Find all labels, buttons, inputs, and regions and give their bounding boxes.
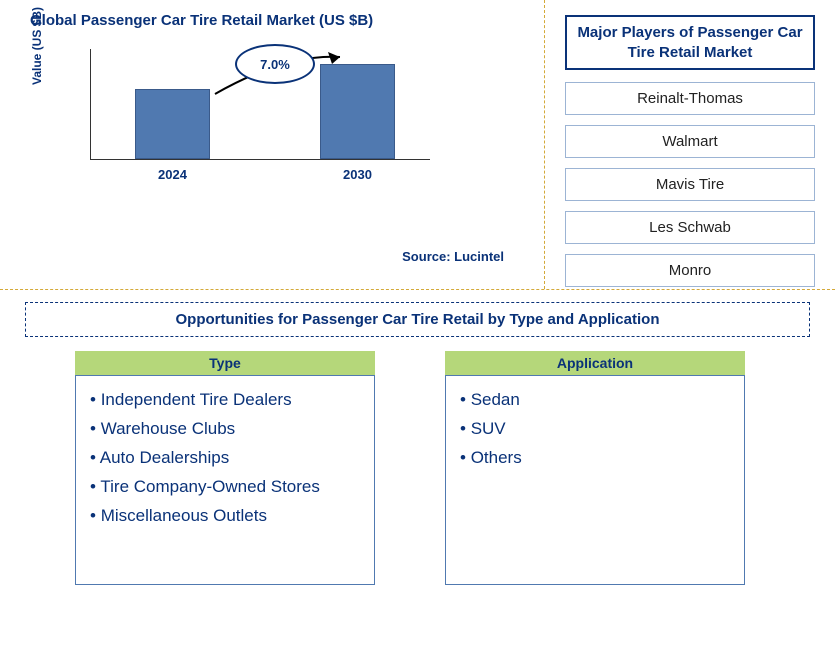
list-item: Miscellaneous Outlets bbox=[90, 502, 360, 531]
opportunities-header: Opportunities for Passenger Car Tire Ret… bbox=[25, 302, 810, 337]
application-column-body: Sedan SUV Others bbox=[445, 375, 745, 585]
x-axis bbox=[90, 159, 430, 160]
bar-chart: 2024 2030 7.0% bbox=[90, 49, 450, 189]
list-item: SUV bbox=[460, 415, 730, 444]
top-row: Global Passenger Car Tire Retail Market … bbox=[0, 0, 835, 290]
bar-2030 bbox=[320, 64, 395, 159]
opportunities-section: Opportunities for Passenger Car Tire Ret… bbox=[0, 290, 835, 597]
chart-title: Global Passenger Car Tire Retail Market … bbox=[30, 12, 524, 29]
list-item: Sedan bbox=[460, 386, 730, 415]
y-axis bbox=[90, 49, 91, 159]
x-label-2024: 2024 bbox=[135, 167, 210, 182]
opportunity-columns: Type Independent Tire Dealers Warehouse … bbox=[25, 351, 810, 585]
cagr-ellipse: 7.0% bbox=[235, 44, 315, 84]
list-item: Warehouse Clubs bbox=[90, 415, 360, 444]
type-column: Type Independent Tire Dealers Warehouse … bbox=[75, 351, 375, 585]
list-item: Auto Dealerships bbox=[90, 444, 360, 473]
player-item: Walmart bbox=[565, 125, 815, 158]
x-label-2030: 2030 bbox=[320, 167, 395, 182]
list-item: Independent Tire Dealers bbox=[90, 386, 360, 415]
player-item: Mavis Tire bbox=[565, 168, 815, 201]
list-item-text: Tire Company-Owned Stores bbox=[100, 477, 320, 496]
players-panel: Major Players of Passenger Car Tire Reta… bbox=[545, 0, 835, 289]
player-item: Reinalt-Thomas bbox=[565, 82, 815, 115]
type-column-header: Type bbox=[75, 351, 375, 375]
list-item: Others bbox=[460, 444, 730, 473]
chart-panel: Global Passenger Car Tire Retail Market … bbox=[0, 0, 545, 289]
player-item: Monro bbox=[565, 254, 815, 287]
bar-2024 bbox=[135, 89, 210, 159]
application-column: Application Sedan SUV Others bbox=[445, 351, 745, 585]
source-label: Source: Lucintel bbox=[402, 249, 504, 264]
y-axis-label: Value (US $B) bbox=[30, 7, 44, 85]
cagr-value: 7.0% bbox=[260, 57, 290, 72]
list-item: Tire Company-Owned Stores bbox=[90, 473, 360, 502]
type-column-body: Independent Tire Dealers Warehouse Clubs… bbox=[75, 375, 375, 585]
player-item: Les Schwab bbox=[565, 211, 815, 244]
players-header: Major Players of Passenger Car Tire Reta… bbox=[565, 15, 815, 70]
application-column-header: Application bbox=[445, 351, 745, 375]
